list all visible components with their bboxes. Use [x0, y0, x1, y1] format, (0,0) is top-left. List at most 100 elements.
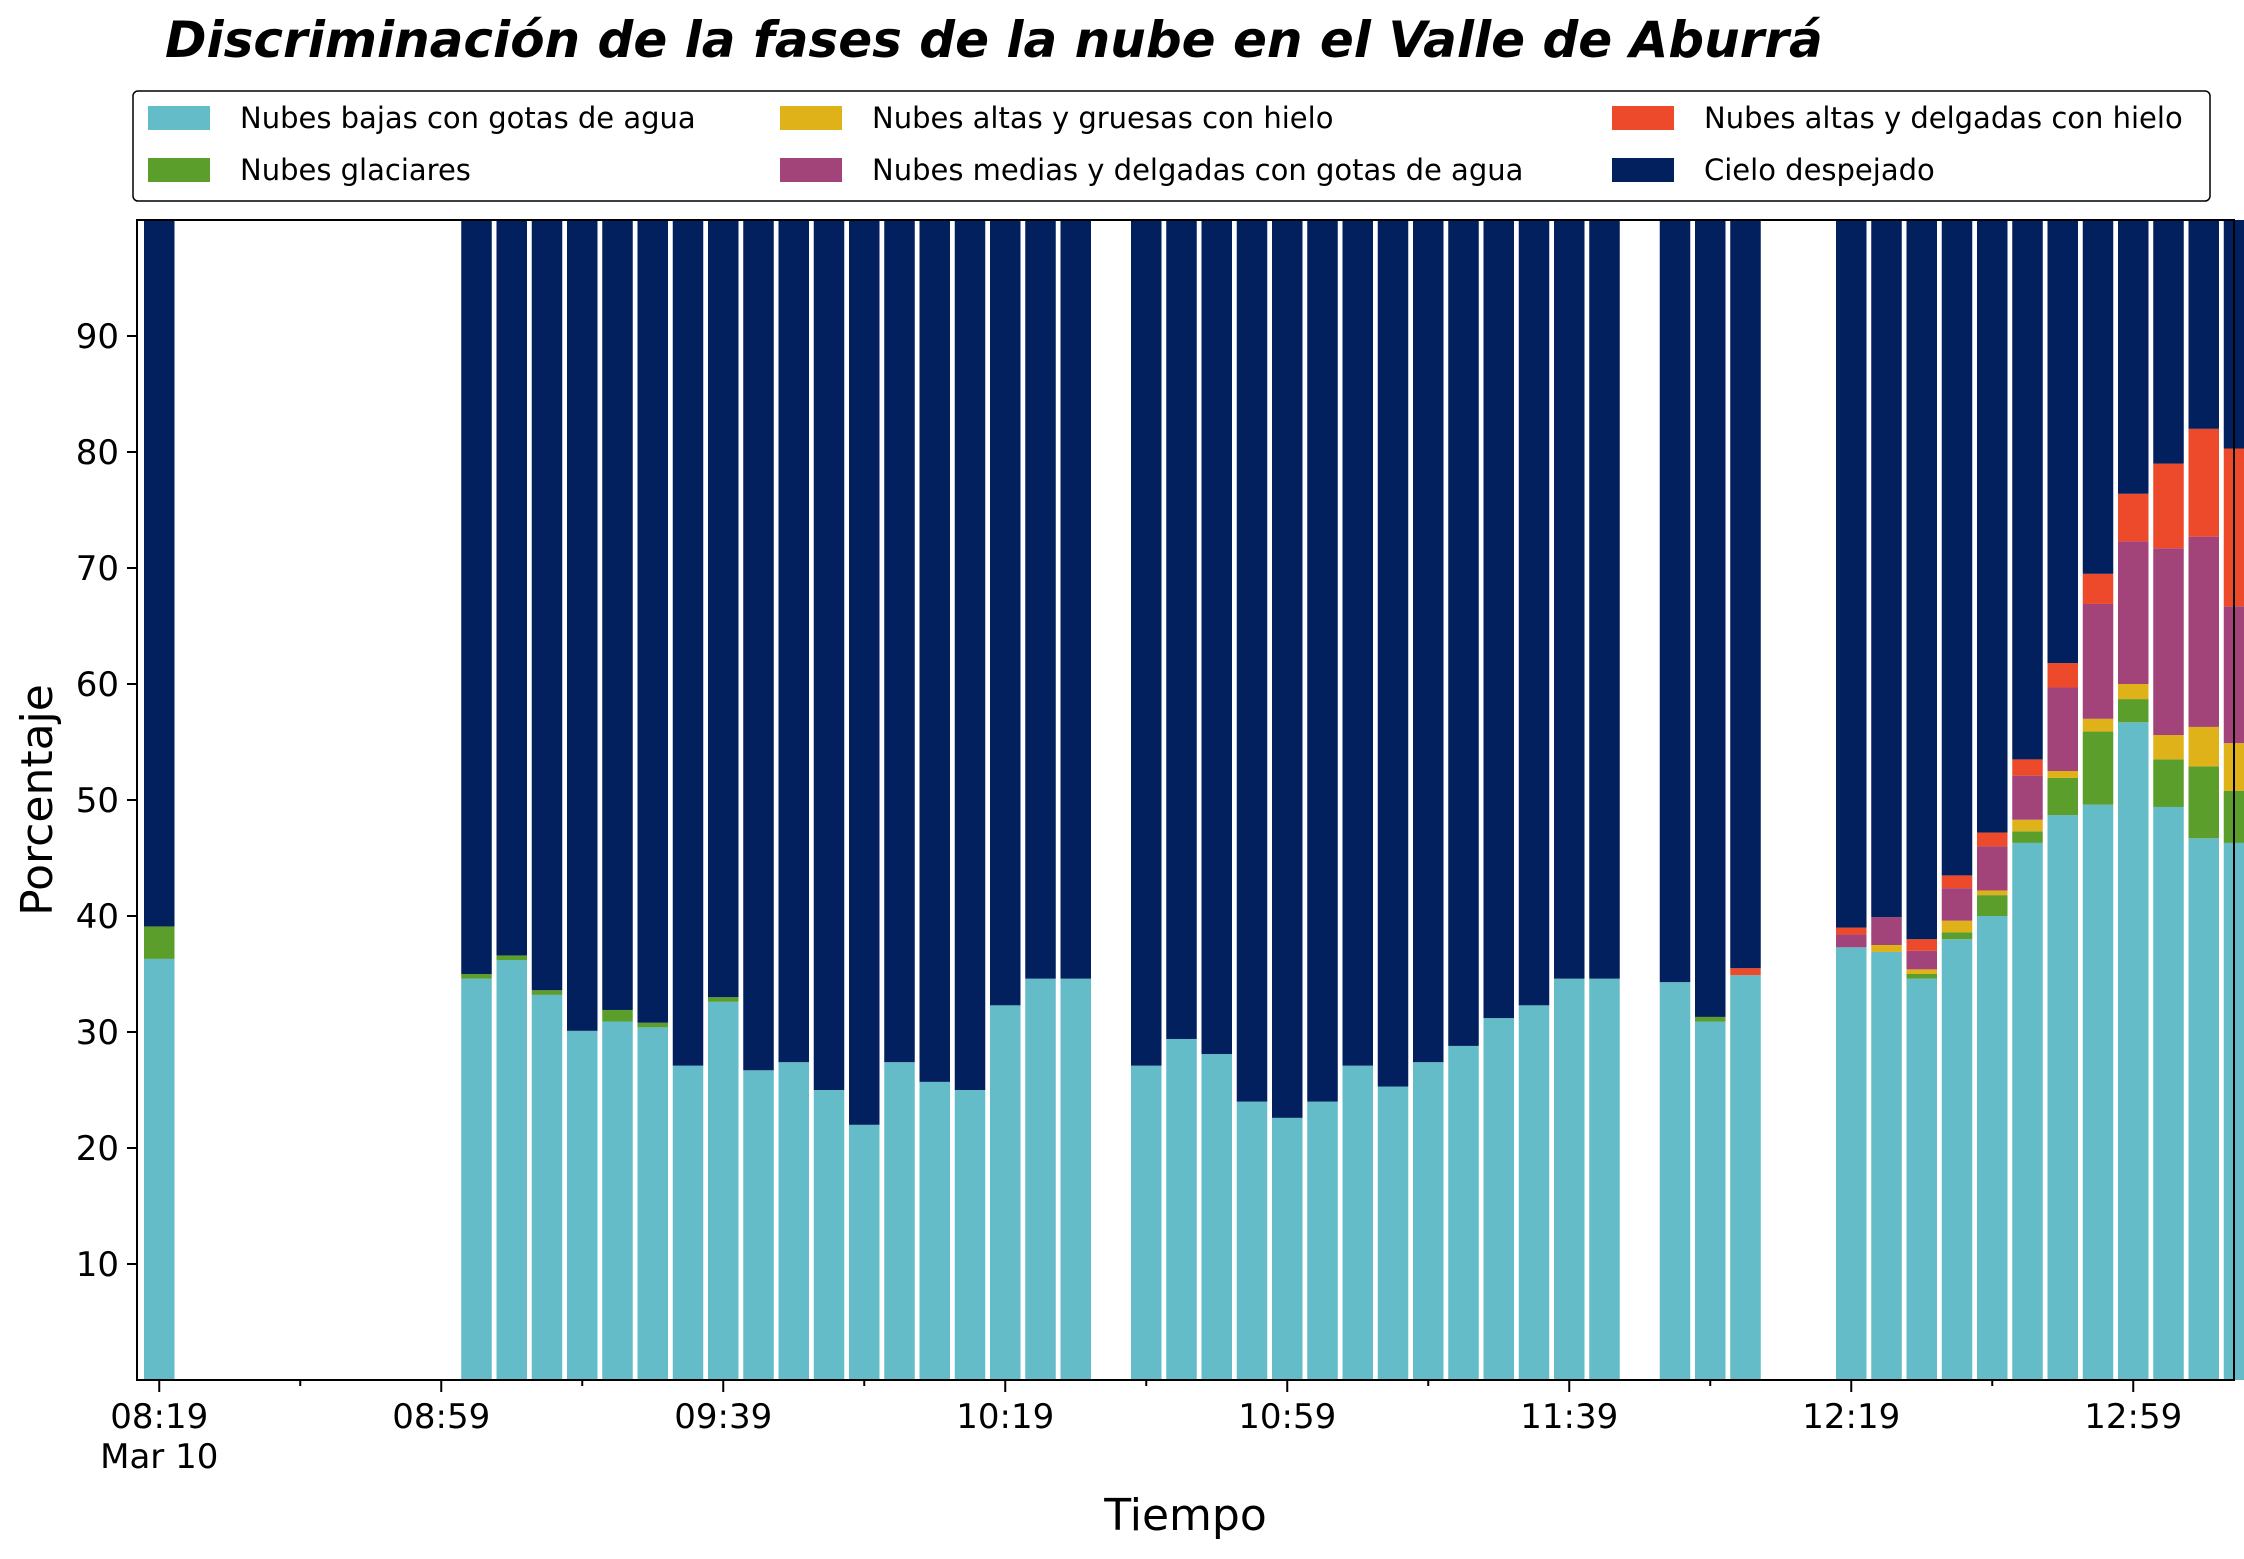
- legend-label: Nubes altas y gruesas con hielo: [872, 101, 1333, 135]
- chart-title: Discriminación de la fases de la nube en…: [165, 11, 1823, 69]
- bar-segment: [144, 220, 175, 927]
- bar-segment: [2153, 806, 2184, 1380]
- bar-stack: [1695, 220, 1726, 1380]
- legend-swatch: [1612, 106, 1674, 130]
- bar-stack: [1025, 220, 1056, 1380]
- bar-segment: [2012, 831, 2043, 843]
- bar-stack: [778, 220, 809, 1380]
- x-tick-label: 10:59: [1238, 1397, 1336, 1437]
- bar-segment: [1941, 875, 1973, 889]
- bar-segment: [2118, 684, 2149, 700]
- bar-segment: [1941, 939, 1973, 1380]
- bar-segment: [1941, 920, 1973, 933]
- bar-segment: [708, 1001, 739, 1380]
- bar-segment: [2153, 759, 2184, 807]
- bar-segment: [1236, 220, 1268, 1102]
- bar-segment: [2082, 718, 2114, 732]
- bar-segment: [1977, 895, 2008, 916]
- bar-segment: [1060, 220, 1091, 979]
- bar-segment: [531, 990, 563, 995]
- x-tick-label: 08:59: [392, 1397, 490, 1437]
- bar-segment: [919, 1081, 950, 1380]
- bar-segment: [144, 958, 175, 1380]
- bar-segment: [1977, 916, 2008, 1380]
- bar-segment: [1906, 939, 1937, 951]
- bar-segment: [672, 220, 704, 1066]
- legend-item: Nubes altas y delgadas con hielo: [1612, 101, 2183, 135]
- bar-segment: [1836, 947, 1867, 1380]
- bar-segment: [602, 220, 633, 1010]
- bar-segment: [1589, 220, 1620, 979]
- bar-segment: [1554, 220, 1585, 979]
- bar-segment: [813, 220, 845, 1090]
- bar-segment: [2047, 220, 2078, 664]
- bar-segment: [2012, 842, 2043, 1380]
- x-axis: 08:19 08:59 09:39 10:19 10:59 11:39 12:19 12:59…: [100, 1380, 2182, 1477]
- bar-segment: [2047, 777, 2078, 816]
- bar-segment: [461, 978, 492, 1380]
- bar-stack: [708, 220, 739, 1380]
- legend-item: Nubes medias y delgadas con gotas de agu…: [780, 153, 1523, 187]
- bar-segment: [2188, 838, 2219, 1380]
- bar-stack: [1131, 220, 1162, 1380]
- y-tick-label: 80: [76, 433, 119, 473]
- bar-segment: [2118, 493, 2149, 542]
- bar-segment: [567, 220, 598, 1031]
- legend-swatch: [1612, 158, 1674, 182]
- legend-label: Nubes medias y delgadas con gotas de agu…: [872, 153, 1523, 187]
- x-tick-label: 09:39: [674, 1397, 772, 1437]
- bar-segment: [1906, 969, 1937, 974]
- bar-stack: [1307, 220, 1338, 1380]
- bar-segment: [2012, 775, 2043, 820]
- bar-segment: [1589, 978, 1620, 1380]
- bar-segment: [990, 220, 1021, 1006]
- bar-stack: [1483, 220, 1514, 1380]
- bar-segment: [1695, 1021, 1726, 1380]
- bar-segment: [1977, 832, 2008, 847]
- bar-stack: [1554, 220, 1585, 1380]
- bar-stack: [1377, 220, 1409, 1380]
- bar-segment: [1201, 1054, 1232, 1380]
- bar-segment: [2188, 766, 2219, 839]
- bar-segment: [2188, 536, 2219, 727]
- bar-stack: [1201, 220, 1232, 1380]
- bar-segment: [567, 1030, 598, 1380]
- bar-segment: [1131, 1065, 1162, 1380]
- bar-segment: [2188, 220, 2219, 429]
- bar-segment: [1941, 932, 1973, 940]
- bar-segment: [1871, 945, 1902, 952]
- bar-segment: [1906, 220, 1937, 940]
- bar-stack: [1871, 220, 1902, 1380]
- y-tick-label: 50: [76, 781, 119, 821]
- bar-segment: [2047, 687, 2078, 771]
- bar-stack: [1166, 220, 1197, 1380]
- bar-segment: [1307, 220, 1338, 1102]
- x-tick-date-label: Mar 10: [100, 1437, 218, 1477]
- bar-segment: [1413, 220, 1444, 1063]
- bar-stack: [1060, 220, 1091, 1380]
- bar-segment: [1272, 220, 1303, 1118]
- bar-segment: [2118, 722, 2149, 1380]
- bar-segment: [1730, 975, 1761, 1380]
- bar-stack: [2188, 220, 2219, 1380]
- bar-segment: [2188, 726, 2219, 767]
- legend-swatch: [148, 158, 210, 182]
- bar-segment: [1977, 890, 2008, 896]
- bar-segment: [2047, 815, 2078, 1380]
- bar-segment: [849, 1124, 880, 1380]
- bar-stack: [1342, 220, 1373, 1380]
- bar-stack: [990, 220, 1021, 1380]
- bar-segment: [1941, 220, 1973, 876]
- bar-segment: [743, 1070, 774, 1380]
- bar-segment: [1518, 1005, 1550, 1380]
- bar-stack: [919, 220, 950, 1380]
- bar-stack: [1906, 220, 1937, 1380]
- bar-stack: [954, 220, 986, 1380]
- bar-stack: [1589, 220, 1620, 1380]
- bar-stack: [2082, 220, 2114, 1380]
- bar-segment: [1977, 220, 2008, 833]
- bar-segment: [531, 220, 563, 991]
- bar-stack: [2153, 220, 2184, 1380]
- y-tick-label: 20: [76, 1129, 119, 1169]
